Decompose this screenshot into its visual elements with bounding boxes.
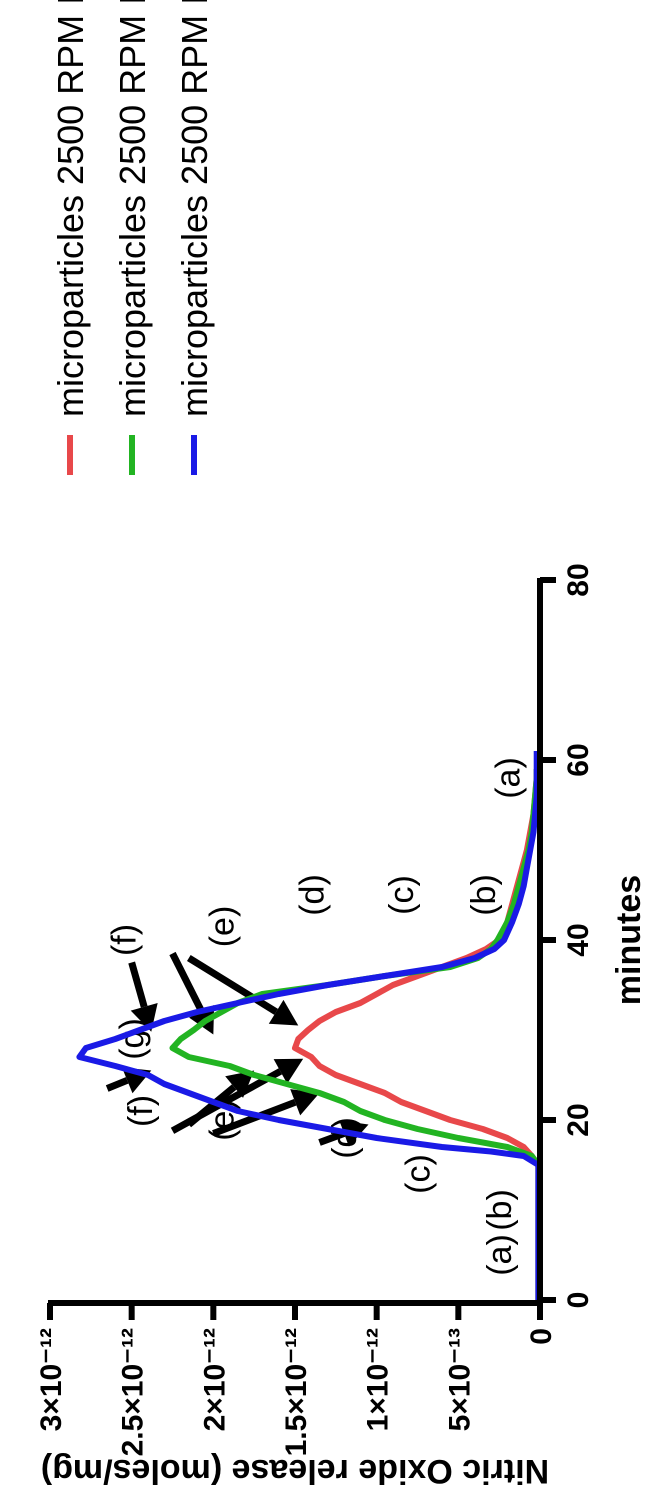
annotation-label: (b) xyxy=(481,1189,519,1231)
annotation-label: (c) xyxy=(383,875,421,915)
x-tick-label: 60 xyxy=(562,743,595,776)
annotation-arrowhead xyxy=(268,999,299,1026)
x-axis-ticks: 0 20 40 60 80 xyxy=(540,563,595,1308)
annotations: (a)(b)(c)(d)(e)(f)(g)(f) (e)(d) (c) (b)(a) xyxy=(106,757,528,1276)
axes: 0 20 40 60 80 0 5×10⁻¹³ 1×10⁻¹² 1.5×10⁻¹² 2×10⁻¹… xyxy=(35,563,648,1490)
annotation-arrowhead xyxy=(290,1089,320,1116)
x-tick-label: 20 xyxy=(562,1103,595,1136)
y-axis-ticks: 0 5×10⁻¹³ 1×10⁻¹² 1.5×10⁻¹² 2×10⁻¹² 2.5×10⁻¹²… xyxy=(35,1303,558,1456)
series-lines xyxy=(76,751,542,1300)
y-tick-label: 1.5×10⁻¹² xyxy=(280,1328,313,1456)
annotation-arrow xyxy=(169,951,205,1013)
annotation-label: (e) xyxy=(204,906,242,948)
y-tick-label: 2.5×10⁻¹² xyxy=(117,1328,150,1456)
annotation-arrow xyxy=(170,1068,283,1134)
legend-label-2: microparticles 2500 RPM II xyxy=(112,0,153,417)
annotation-arrowhead xyxy=(273,1058,304,1084)
annotation-arrowhead xyxy=(225,1070,255,1098)
annotation-arrow xyxy=(186,955,278,1015)
y-tick-label: 5×10⁻¹³ xyxy=(443,1328,476,1431)
legend: microparticles 2500 RPM I microparticles … xyxy=(50,0,215,475)
y-tick-label: 2×10⁻¹² xyxy=(198,1328,231,1431)
annotation-arrow xyxy=(318,1130,346,1146)
y-axis-title: Nitric Oxide release (moles/mg) xyxy=(41,1452,549,1490)
annotation-label: (f) xyxy=(122,1095,160,1127)
x-axis-title: minutes xyxy=(610,875,648,1005)
annotation-label: (c) xyxy=(400,1154,438,1194)
y-tick-label: 1×10⁻¹² xyxy=(362,1328,395,1431)
series-line-3 xyxy=(76,751,542,1300)
annotation-arrow xyxy=(128,961,148,1008)
x-tick-label: 0 xyxy=(562,1292,595,1309)
annotation-label: (f) xyxy=(106,924,144,956)
y-tick-label: 3×10⁻¹² xyxy=(35,1328,68,1431)
x-tick-label: 80 xyxy=(562,563,595,596)
legend-label-3: microparticles 2500 RPM III xyxy=(174,0,215,417)
annotation-label: (d) xyxy=(293,874,331,916)
y-tick-label: 0 xyxy=(525,1328,558,1345)
legend-label-1: microparticles 2500 RPM I xyxy=(50,0,91,417)
series-line-2 xyxy=(169,769,542,1300)
annotation-arrow xyxy=(105,1077,129,1092)
annotation-label: (b) xyxy=(465,874,503,916)
annotation-arrow xyxy=(212,1098,297,1137)
annotation-label: (a) xyxy=(489,757,527,799)
annotation-label: (a) xyxy=(481,1234,519,1276)
x-tick-label: 40 xyxy=(562,923,595,956)
